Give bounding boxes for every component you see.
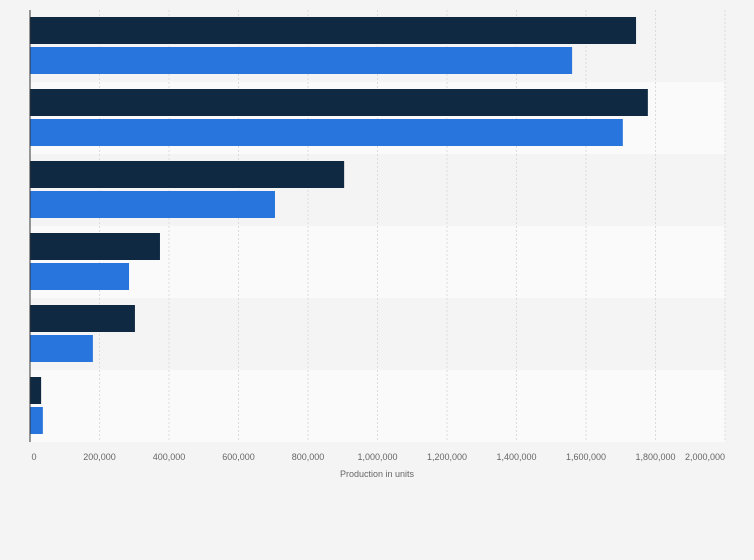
bar-series-2-5 (30, 335, 93, 362)
x-tick-label: 1,600,000 (566, 452, 606, 462)
gridlines (99, 10, 726, 442)
x-tick-label: 800,000 (292, 452, 325, 462)
bar-series-1-3 (30, 161, 345, 188)
x-axis-label: Production in units (340, 469, 415, 479)
bar-series-1-1 (30, 17, 637, 44)
x-tick-labels: 0 200,000 400,000 600,000 800,000 1,000,000 1,… (31, 452, 725, 462)
x-tick-label: 1,000,000 (357, 452, 397, 462)
bar-series-2-4 (30, 263, 130, 290)
bar-series-2-1 (30, 47, 573, 74)
x-tick-label: 1,200,000 (427, 452, 467, 462)
bar-series-1-4 (30, 233, 160, 260)
bar-series-2-6 (30, 407, 43, 434)
bar-series-1-5 (30, 305, 135, 332)
x-tick-label: 1,800,000 (635, 452, 675, 462)
x-tick-label: 200,000 (83, 452, 116, 462)
x-tick-label: 0 (31, 452, 36, 462)
bars (30, 17, 648, 434)
bar-series-1-2 (30, 89, 648, 116)
x-tick-label: 600,000 (222, 452, 255, 462)
bar-series-2-2 (30, 119, 623, 146)
x-tick-label: 400,000 (153, 452, 186, 462)
x-tick-label: 1,400,000 (496, 452, 536, 462)
x-tick-label: 2,000,000 (685, 452, 725, 462)
bar-series-1-6 (30, 377, 42, 404)
bar-series-2-3 (30, 191, 275, 218)
